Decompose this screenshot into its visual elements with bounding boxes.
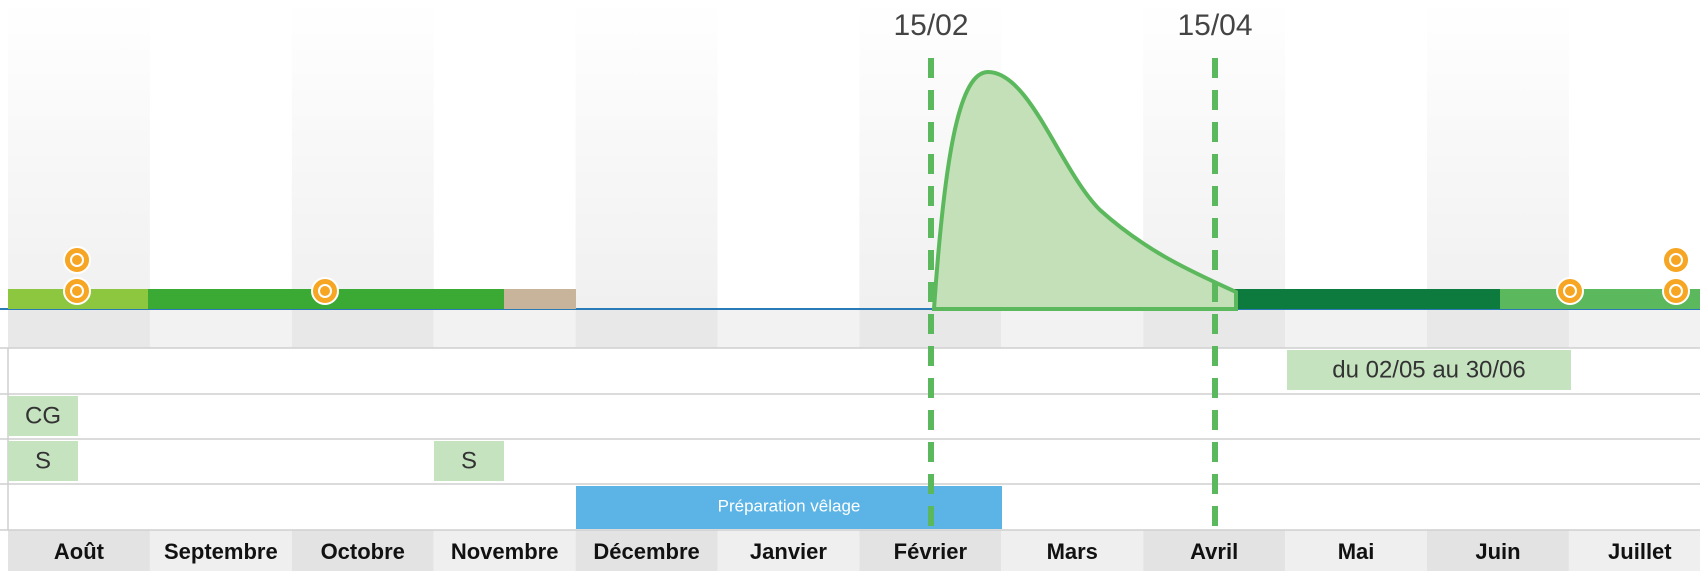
timeline: Août Septembre Octobre Novembre Décembre Janv… (0, 0, 1700, 571)
period-label: Préparation vêlage (718, 496, 861, 515)
month-label: Août (54, 539, 105, 564)
month-label: Octobre (321, 539, 405, 564)
period-label: CG (25, 402, 61, 429)
month-label: Avril (1190, 539, 1238, 564)
ground-band (576, 309, 718, 348)
month-label: Juillet (1608, 539, 1672, 564)
ground-band (1427, 309, 1569, 348)
month-label: Février (894, 539, 968, 564)
period-label: S (35, 447, 51, 474)
ground-band (292, 309, 434, 348)
month-label: Septembre (164, 539, 278, 564)
ground-band (1569, 309, 1700, 348)
ground-band (434, 309, 576, 348)
hay-bale (312, 278, 338, 304)
hay-bale (1557, 278, 1583, 304)
hay-bale (1663, 247, 1689, 273)
month-label: Novembre (451, 539, 559, 564)
period-label: du 02/05 au 30/06 (1332, 356, 1526, 383)
ground-band (8, 309, 150, 348)
column-shade (1427, 0, 1569, 309)
month-label: Juin (1475, 539, 1520, 564)
date-marker-label: 15/02 (893, 9, 968, 42)
ground-band (1001, 309, 1143, 348)
date-marker-label: 15/04 (1177, 9, 1252, 42)
column-shade (292, 0, 434, 309)
ground-band (150, 309, 292, 348)
ground-band (1285, 309, 1427, 348)
period-label: S (461, 447, 477, 474)
hay-bale (64, 247, 90, 273)
hay-bale (64, 278, 90, 304)
month-label: Janvier (750, 539, 827, 564)
ground-band (718, 309, 860, 348)
month-label: Mars (1047, 539, 1098, 564)
column-shade (576, 0, 718, 309)
month-label: Mai (1338, 539, 1375, 564)
hay-bale (1663, 278, 1689, 304)
grass (504, 289, 576, 309)
month-label: Décembre (593, 539, 699, 564)
